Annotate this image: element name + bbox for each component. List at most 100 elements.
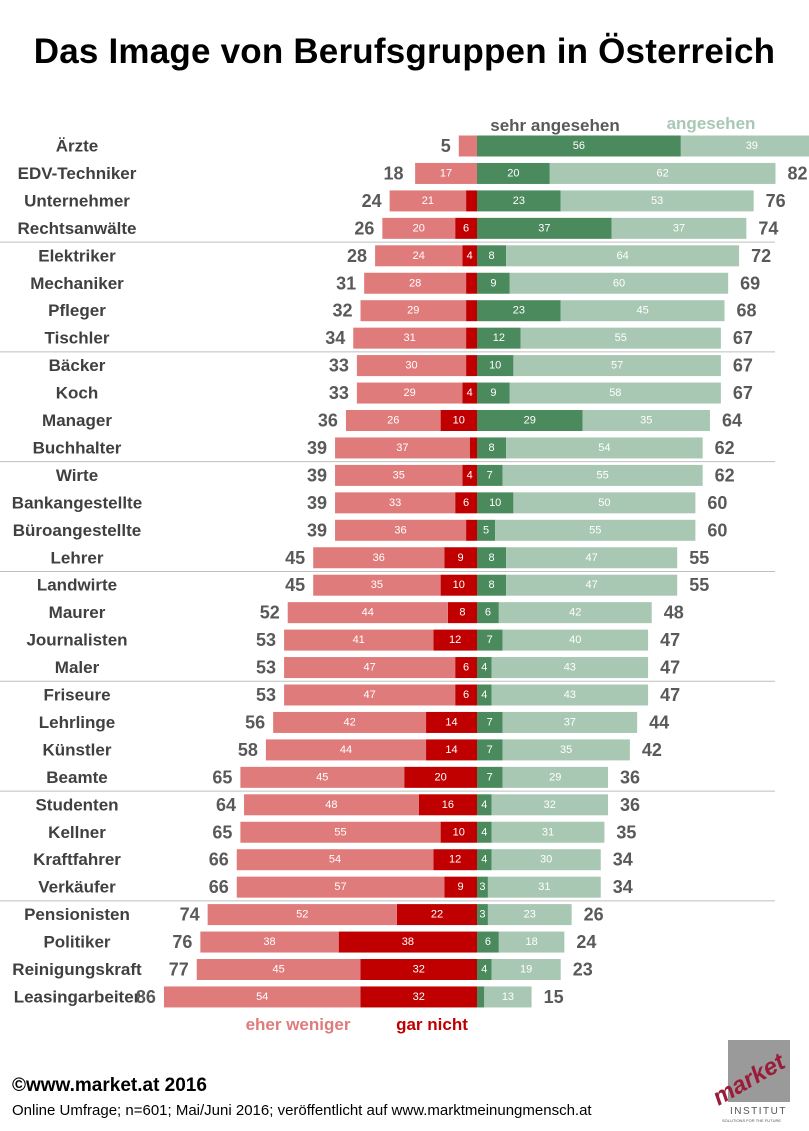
total-positive: 62 xyxy=(715,438,735,458)
bar-angesehen xyxy=(560,190,754,212)
value-angesehen: 23 xyxy=(524,909,536,921)
value-gar-nicht: 14 xyxy=(445,744,457,756)
value-gar-nicht: 4 xyxy=(467,469,473,481)
legend-angesehen: angesehen xyxy=(667,114,756,133)
value-sehr-angesehen: 10 xyxy=(489,360,501,372)
value-eher-weniger: 30 xyxy=(405,360,417,372)
value-eher-weniger: 55 xyxy=(334,826,346,838)
total-negative: 31 xyxy=(336,273,356,293)
value-angesehen: 31 xyxy=(538,881,550,893)
value-gar-nicht: 32 xyxy=(413,964,425,976)
bar-eher-weniger xyxy=(335,437,470,459)
bar-eher-weniger xyxy=(196,959,361,980)
bar-sehr-angesehen xyxy=(477,959,492,980)
value-angesehen: 62 xyxy=(657,167,669,179)
value-angesehen: 40 xyxy=(569,634,581,646)
total-negative: 26 xyxy=(354,218,374,238)
bar-angesehen xyxy=(611,217,747,239)
bar-angesehen xyxy=(560,300,725,322)
total-negative: 33 xyxy=(329,383,349,403)
value-eher-weniger: 44 xyxy=(362,607,374,619)
total-negative: 18 xyxy=(383,163,403,183)
bar-gar-nicht xyxy=(466,190,477,212)
value-angesehen: 13 xyxy=(502,991,514,1003)
logo-institute: INSTITUT xyxy=(730,1106,787,1117)
category-label: Tischler xyxy=(45,329,110,348)
total-negative: 77 xyxy=(169,960,189,980)
value-eher-weniger: 47 xyxy=(363,662,375,674)
legend-sehr-angesehen: sehr angesehen xyxy=(490,116,619,135)
category-label: Ärzte xyxy=(56,137,99,156)
bar-angesehen xyxy=(502,464,703,486)
bar-eher-weniger xyxy=(356,355,467,377)
total-positive: 67 xyxy=(733,356,753,376)
value-angesehen: 35 xyxy=(640,415,652,427)
category-label: Beamte xyxy=(46,768,107,787)
value-angesehen: 47 xyxy=(586,579,598,591)
bar-angesehen xyxy=(502,629,649,651)
bar-eher-weniger xyxy=(389,190,467,212)
value-sehr-angesehen: 3 xyxy=(479,909,485,921)
bar-angesehen xyxy=(506,547,678,569)
total-negative: 76 xyxy=(172,932,192,952)
bar-gar-nicht xyxy=(418,794,477,816)
bar-eher-weniger xyxy=(236,876,445,898)
total-negative: 53 xyxy=(256,630,276,650)
value-angesehen: 43 xyxy=(564,662,576,674)
bar-eher-weniger xyxy=(163,986,361,1008)
total-negative: 39 xyxy=(307,520,327,540)
bar-eher-weniger xyxy=(335,464,463,486)
bar-gar-nicht xyxy=(426,711,477,733)
bar-eher-weniger xyxy=(273,711,427,733)
category-label: Buchhalter xyxy=(33,438,122,457)
bar-gar-nicht xyxy=(426,739,477,761)
value-gar-nicht: 6 xyxy=(463,497,469,509)
value-eher-weniger: 45 xyxy=(316,771,328,783)
value-eher-weniger: 52 xyxy=(296,909,308,921)
category-label: Pfleger xyxy=(48,301,106,320)
value-gar-nicht: 14 xyxy=(445,716,457,728)
bar-sehr-angesehen xyxy=(477,190,561,212)
total-positive: 36 xyxy=(620,795,640,815)
value-sehr-angesehen: 23 xyxy=(513,305,525,317)
value-gar-nicht: 32 xyxy=(413,991,425,1003)
bar-gar-nicht xyxy=(462,245,477,267)
total-negative: 5 xyxy=(441,136,451,156)
value-angesehen: 55 xyxy=(615,332,627,344)
value-angesehen: 31 xyxy=(542,826,554,838)
bar-sehr-angesehen xyxy=(477,519,496,541)
value-gar-nicht: 8 xyxy=(459,607,465,619)
bar-angesehen xyxy=(502,711,638,733)
category-label: Reinigungskraft xyxy=(12,960,142,979)
value-eher-weniger: 24 xyxy=(413,250,425,262)
bar-gar-nicht xyxy=(440,574,477,596)
bar-eher-weniger xyxy=(287,602,448,624)
bar-gar-nicht xyxy=(338,931,477,953)
bar-angesehen xyxy=(520,327,721,349)
total-negative: 66 xyxy=(209,877,229,897)
bar-gar-nicht xyxy=(466,327,477,349)
total-positive: 55 xyxy=(689,548,709,568)
value-gar-nicht: 4 xyxy=(467,250,473,262)
total-positive: 35 xyxy=(616,822,636,842)
value-sehr-angesehen: 4 xyxy=(481,826,487,838)
total-negative: 53 xyxy=(256,685,276,705)
value-eher-weniger: 54 xyxy=(329,854,341,866)
bar-angesehen xyxy=(484,986,532,1008)
value-eher-weniger: 36 xyxy=(373,552,385,564)
bar-angesehen xyxy=(491,959,561,980)
bar-eher-weniger xyxy=(313,574,441,596)
value-angesehen: 60 xyxy=(613,277,625,289)
value-sehr-angesehen: 6 xyxy=(485,936,491,948)
value-sehr-angesehen: 20 xyxy=(507,167,519,179)
value-sehr-angesehen: 3 xyxy=(479,881,485,893)
value-angesehen: 53 xyxy=(651,195,663,207)
value-angesehen: 45 xyxy=(636,305,648,317)
bar-sehr-angesehen xyxy=(477,766,503,788)
value-angesehen: 18 xyxy=(525,936,537,948)
category-label: Maurer xyxy=(49,603,106,622)
total-negative: 28 xyxy=(347,246,367,266)
bar-gar-nicht xyxy=(404,766,477,788)
value-eher-weniger: 38 xyxy=(263,936,275,948)
